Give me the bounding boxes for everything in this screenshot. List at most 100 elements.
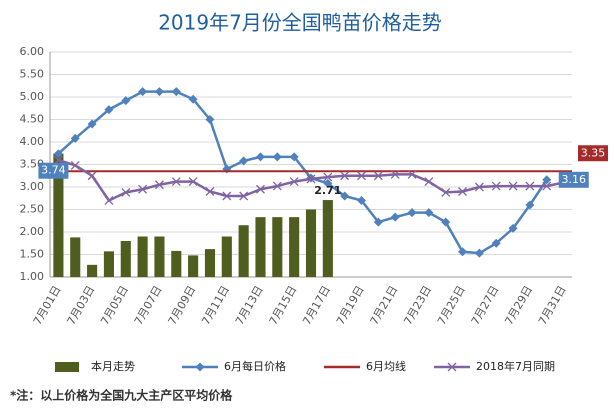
legend-label: 本月走势 (91, 359, 135, 373)
bar (154, 236, 165, 277)
marker (138, 184, 148, 194)
legend-label: 2018年7月同期 (476, 359, 555, 373)
bar (87, 264, 98, 277)
bar (188, 255, 199, 277)
bar (70, 237, 81, 277)
bar (305, 209, 317, 277)
bar (103, 251, 114, 277)
y-tick-label: 6.00 (20, 45, 45, 58)
bar (120, 241, 131, 277)
marker (256, 184, 265, 194)
marker (458, 187, 468, 196)
y-tick-label: 5.00 (20, 90, 45, 103)
marker (474, 182, 484, 192)
marker (424, 177, 434, 187)
marker (323, 172, 333, 182)
marker (289, 177, 299, 187)
y-tick-label: 4.00 (20, 135, 45, 148)
marker (255, 152, 265, 162)
marker (424, 208, 434, 218)
marker (542, 175, 552, 185)
marker (390, 169, 400, 179)
marker (53, 155, 63, 165)
marker (340, 191, 350, 201)
legend-marker (447, 362, 457, 372)
marker (272, 181, 282, 191)
marker (508, 181, 518, 191)
bar (272, 217, 283, 277)
marker (491, 181, 501, 191)
marker (121, 96, 131, 106)
y-tick-label: 3.50 (20, 158, 45, 171)
marker (121, 187, 131, 197)
marker (407, 169, 417, 179)
marker (525, 181, 535, 191)
value-label: 3.35 (581, 146, 606, 159)
marker (373, 217, 383, 227)
bar (137, 236, 148, 277)
value-label-box (38, 162, 69, 179)
marker (458, 247, 468, 257)
marker (171, 87, 181, 97)
bar (171, 250, 182, 277)
bar (238, 225, 249, 277)
y-tick-label: 1.00 (20, 270, 45, 283)
note: *注：以上价格为全国九大主产区平均价格 (10, 388, 233, 403)
marker (407, 208, 417, 218)
y-tick-label: 4.50 (20, 113, 45, 126)
marker (87, 171, 97, 181)
marker (205, 187, 215, 196)
y-tick-label: 3.00 (20, 180, 45, 193)
marker (340, 171, 350, 181)
marker (205, 115, 215, 124)
y-tick-label: 2.00 (20, 225, 45, 238)
marker (542, 181, 552, 191)
y-tick-label: 1.50 (20, 248, 45, 261)
bar (322, 200, 333, 277)
marker (323, 178, 333, 188)
marker (508, 223, 518, 233)
value-label-box (558, 171, 589, 188)
bar (255, 217, 266, 277)
value-label: 3.16 (561, 173, 586, 186)
chart-title: 2019年7月份全国鸭苗价格走势 (158, 11, 442, 35)
marker (525, 200, 535, 210)
bar (289, 217, 300, 277)
y-tick-label: 2.50 (20, 203, 45, 216)
marker (222, 191, 232, 201)
marker (53, 149, 63, 159)
legend-swatch (55, 362, 79, 372)
marker (154, 180, 164, 190)
bar (204, 249, 216, 277)
marker (239, 156, 249, 166)
marker (70, 160, 80, 170)
value-label: 2.71 (314, 184, 341, 197)
bar (221, 236, 232, 277)
marker (272, 152, 282, 162)
marker (104, 196, 114, 205)
marker (306, 174, 316, 184)
marker (441, 187, 451, 197)
marker (390, 212, 400, 222)
value-label-box (578, 145, 608, 162)
value-label: 3.74 (41, 164, 66, 177)
marker (373, 171, 383, 181)
marker (188, 177, 198, 187)
marker (474, 248, 484, 258)
legend-label: 6月每日价格 (224, 359, 286, 373)
marker (171, 177, 181, 187)
legend-marker (195, 362, 205, 372)
marker (491, 238, 501, 248)
marker (357, 171, 366, 181)
marker (188, 94, 198, 104)
legend-label: 6月均线 (366, 359, 406, 373)
marker (239, 191, 249, 201)
marker (138, 87, 148, 97)
marker (357, 196, 367, 205)
marker (87, 119, 97, 129)
y-tick-label: 5.50 (20, 68, 45, 81)
marker (441, 217, 451, 227)
marker (104, 105, 114, 115)
